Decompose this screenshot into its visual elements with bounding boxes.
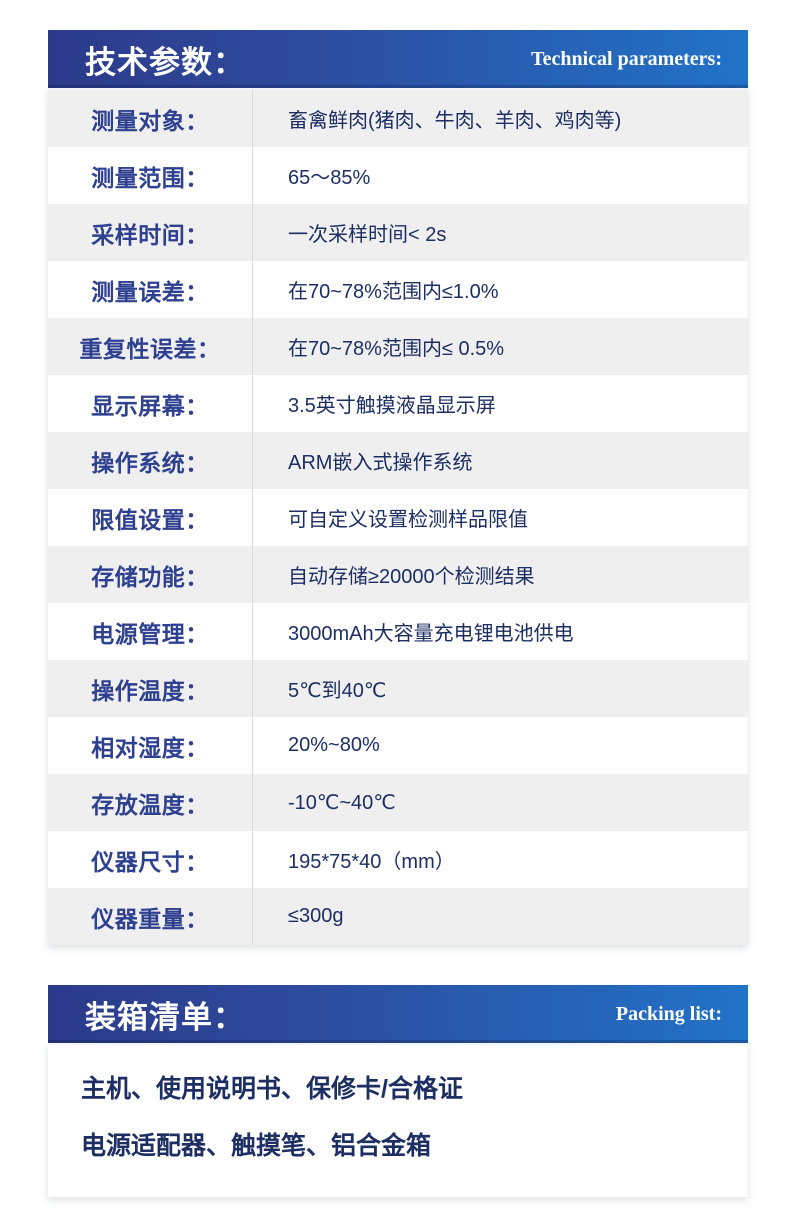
- table-row: 采样时间： 一次采样时间< 2s: [48, 204, 748, 261]
- spec-label: 存储功能：: [48, 546, 253, 603]
- spec-value: 65～85%: [288, 167, 371, 189]
- table-row: 仪器重量： ≤300g: [48, 888, 748, 945]
- technical-parameters-card: 技术参数： Technical parameters: 测量对象： 畜禽鲜肉(猪…: [48, 30, 748, 945]
- table-row: 操作温度： 5℃到40℃: [48, 660, 748, 717]
- spec-label: 测量范围：: [48, 147, 253, 204]
- packing-list-line: 主机、使用说明书、保修卡/合格证: [81, 1075, 463, 1103]
- table-row: 限值设置： 可自定义设置检测样品限值: [48, 489, 748, 546]
- spec-label: 仪器尺寸：: [48, 831, 253, 888]
- spec-value: 在70~78%范围内≤ 0.5%: [288, 338, 505, 360]
- spec-label: 显示屏幕：: [48, 375, 253, 432]
- spec-label: 操作系统：: [48, 432, 253, 489]
- spec-label: 仪器重量：: [48, 888, 253, 945]
- spec-table: 测量对象： 畜禽鲜肉(猪肉、牛肉、羊肉、鸡肉等) 测量范围： 65～85% 采样…: [48, 88, 748, 945]
- packing-list-title-zh: 装箱清单：: [85, 999, 245, 1035]
- spec-value: 3000mAh大容量充电锂电池供电: [288, 623, 574, 645]
- spec-value: 自动存储≥20000个检测结果: [288, 566, 535, 588]
- spec-value: ≤300g: [288, 905, 344, 927]
- spec-value: ARM嵌入式操作系统: [288, 452, 473, 474]
- table-row: 重复性误差： 在70~78%范围内≤ 0.5%: [48, 318, 748, 375]
- table-row: 测量误差： 在70~78%范围内≤1.0%: [48, 261, 748, 318]
- spec-value: 畜禽鲜肉(猪肉、牛肉、羊肉、鸡肉等): [288, 110, 622, 132]
- table-row: 存储功能： 自动存储≥20000个检测结果: [48, 546, 748, 603]
- spec-label: 存放温度：: [48, 774, 253, 831]
- packing-list-body: 主机、使用说明书、保修卡/合格证 电源适配器、触摸笔、铝合金箱: [48, 1043, 748, 1197]
- spec-value: 5℃到40℃: [288, 680, 387, 702]
- spec-value: 一次采样时间< 2s: [288, 224, 447, 246]
- spec-label: 限值设置：: [48, 489, 253, 546]
- spec-value: 3.5英寸触摸液晶显示屏: [288, 395, 496, 417]
- table-row: 相对湿度： 20%~80%: [48, 717, 748, 774]
- table-row: 显示屏幕： 3.5英寸触摸液晶显示屏: [48, 375, 748, 432]
- spec-label: 相对湿度：: [48, 717, 253, 774]
- spec-label: 测量误差：: [48, 261, 253, 318]
- packing-list-title-en: Packing list:: [615, 1002, 722, 1025]
- table-row: 操作系统： ARM嵌入式操作系统: [48, 432, 748, 489]
- technical-parameters-header: 技术参数： Technical parameters:: [48, 30, 748, 88]
- table-row: 测量范围： 65～85%: [48, 147, 748, 204]
- table-row: 电源管理： 3000mAh大容量充电锂电池供电: [48, 603, 748, 660]
- packing-list-card: 装箱清单： Packing list: 主机、使用说明书、保修卡/合格证 电源适…: [48, 985, 748, 1197]
- table-row: 测量对象： 畜禽鲜肉(猪肉、牛肉、羊肉、鸡肉等): [48, 90, 748, 147]
- packing-list-line: 电源适配器、触摸笔、铝合金箱: [81, 1132, 432, 1160]
- spec-label: 重复性误差：: [48, 318, 253, 375]
- spec-value: 20%~80%: [288, 734, 380, 756]
- table-row: 存放温度： -10℃~40℃: [48, 774, 748, 831]
- spec-value: -10℃~40℃: [288, 792, 396, 814]
- spec-value: 可自定义设置检测样品限值: [288, 509, 528, 531]
- spec-label: 操作温度：: [48, 660, 253, 717]
- spec-label: 采样时间：: [48, 204, 253, 261]
- technical-parameters-title-zh: 技术参数：: [85, 44, 245, 80]
- spec-label: 电源管理：: [48, 603, 253, 660]
- spec-label: 测量对象：: [48, 90, 253, 147]
- table-row: 仪器尺寸： 195*75*40（mm）: [48, 831, 748, 888]
- spec-value: 在70~78%范围内≤1.0%: [288, 281, 499, 303]
- spec-value: 195*75*40（mm）: [288, 851, 455, 873]
- packing-list-header: 装箱清单： Packing list:: [48, 985, 748, 1043]
- technical-parameters-title-en: Technical parameters:: [531, 47, 722, 70]
